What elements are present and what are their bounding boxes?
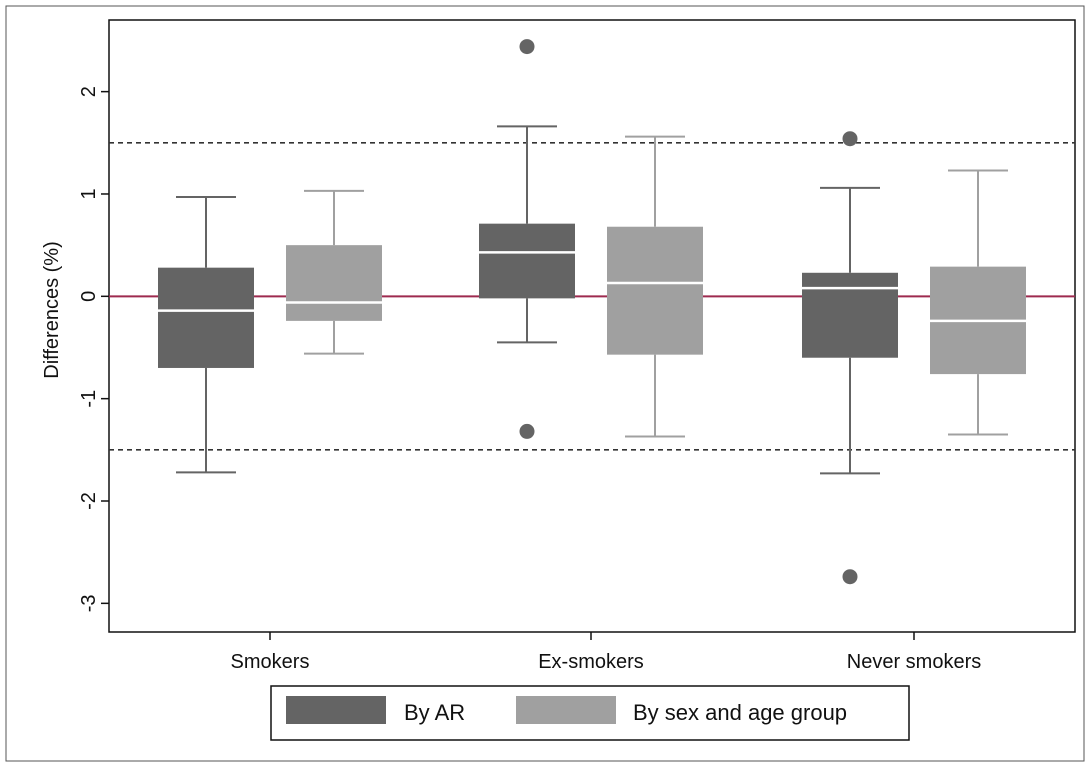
outlier-point-1 bbox=[842, 569, 858, 585]
y-axis: -3 -2 -1 0 1 2 bbox=[78, 86, 109, 612]
box-body bbox=[607, 226, 703, 355]
legend-label-by-sex-and-age-group: By sex and age group bbox=[633, 700, 847, 725]
y-tick-label: 2 bbox=[78, 86, 100, 97]
x-axis: Smokers Ex-smokers Never smokers bbox=[231, 632, 981, 673]
box-body bbox=[286, 245, 382, 321]
outlier-point-0 bbox=[519, 39, 535, 55]
box-by-ar-ex-smokers bbox=[479, 39, 575, 439]
box-body bbox=[158, 267, 254, 368]
box-by-ar-smokers bbox=[158, 196, 254, 474]
y-tick-label: -1 bbox=[78, 390, 100, 408]
y-tick-label: 0 bbox=[78, 291, 100, 302]
legend-label-by-ar: By AR bbox=[404, 700, 465, 725]
box-by-sex-and-age-group-smokers bbox=[286, 189, 382, 355]
x-tick-label-never-smokers: Never smokers bbox=[847, 651, 981, 673]
legend-swatch-by-ar bbox=[286, 696, 386, 724]
x-tick-label-ex-smokers: Ex-smokers bbox=[538, 651, 644, 673]
plot-area bbox=[108, 19, 1076, 633]
box-by-sex-and-age-group-ex-smokers bbox=[607, 135, 703, 438]
reference-lines bbox=[109, 142, 1075, 451]
box-groups bbox=[158, 39, 1026, 585]
x-tick-label-smokers: Smokers bbox=[231, 651, 310, 673]
legend-swatch-by-sex-and-age-group bbox=[516, 696, 616, 724]
y-axis-title: Differences (%) bbox=[41, 241, 63, 378]
box-body bbox=[802, 272, 898, 358]
y-tick-label: -3 bbox=[78, 594, 100, 612]
outlier-point-0 bbox=[842, 131, 858, 147]
box-by-ar-never-smokers bbox=[802, 131, 898, 585]
y-tick-label: -2 bbox=[78, 492, 100, 510]
outlier-point-1 bbox=[519, 423, 535, 439]
legend: By AR By sex and age group bbox=[270, 685, 910, 741]
box-body bbox=[479, 223, 575, 299]
y-tick-label: 1 bbox=[78, 188, 100, 199]
box-by-sex-and-age-group-never-smokers bbox=[930, 169, 1026, 436]
